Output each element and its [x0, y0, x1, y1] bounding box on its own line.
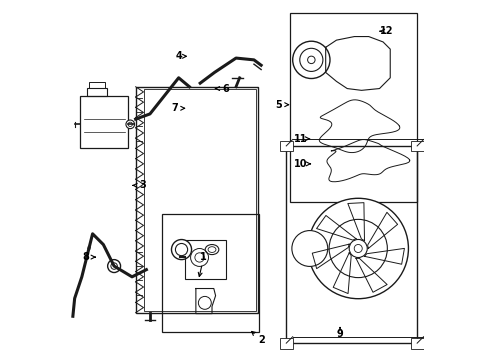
Text: 11: 11 — [294, 134, 307, 144]
Bar — [411, 140, 423, 151]
Text: 8: 8 — [82, 252, 89, 262]
Bar — [286, 146, 417, 343]
Bar — [136, 87, 258, 313]
Text: 10: 10 — [294, 159, 307, 169]
Circle shape — [292, 230, 328, 266]
Bar — [280, 140, 293, 151]
Text: 2: 2 — [258, 334, 265, 345]
Bar — [290, 13, 417, 202]
Bar — [185, 240, 226, 279]
Bar — [280, 338, 293, 348]
Text: 7: 7 — [172, 103, 178, 113]
Text: 4: 4 — [175, 51, 182, 61]
Bar — [89, 82, 105, 88]
Text: 5: 5 — [276, 100, 282, 110]
Bar — [411, 338, 423, 348]
Text: 12: 12 — [380, 26, 393, 36]
Bar — [144, 89, 256, 311]
Circle shape — [293, 41, 330, 78]
Text: 6: 6 — [222, 84, 229, 94]
Circle shape — [308, 198, 409, 299]
Circle shape — [108, 260, 121, 273]
Bar — [87, 88, 107, 96]
Text: 9: 9 — [337, 329, 343, 339]
Circle shape — [172, 239, 192, 260]
Circle shape — [126, 120, 135, 129]
Text: 3: 3 — [140, 180, 146, 190]
Text: 1: 1 — [200, 252, 207, 262]
Bar — [162, 214, 259, 332]
Bar — [80, 96, 128, 148]
